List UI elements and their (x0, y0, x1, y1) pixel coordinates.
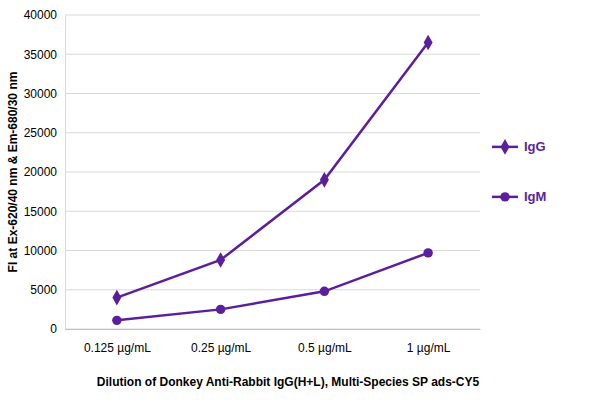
y-tick-label: 40000 (24, 8, 58, 22)
grid-line (65, 15, 480, 16)
legend-label: IgM (524, 189, 546, 204)
grid-line (65, 211, 480, 212)
legend-marker (501, 139, 510, 155)
x-tick: 0.25 µg/mL (191, 329, 252, 355)
grid-line (65, 329, 480, 330)
grid-line (65, 172, 480, 173)
x-axis: 0.125 µg/mL 0.25 µg/mL 0.5 µg/mL 1 µg/mL (66, 329, 481, 355)
series-marker (424, 35, 433, 51)
series-marker (320, 287, 329, 296)
series-marker (216, 305, 225, 314)
y-tick: 25000 (24, 126, 65, 140)
grid-line (65, 289, 480, 290)
legend-item: IgG (492, 139, 546, 155)
y-tick: 20000 (24, 165, 65, 179)
x-tick-label: 0.5 µg/mL (298, 341, 352, 355)
y-tick-label: 10000 (24, 244, 58, 258)
y-axis-title: FI at Ex-620/40 nm & Em-680/30 nm (6, 72, 20, 273)
y-tick-label: 0 (50, 322, 57, 336)
legend-label: IgG (524, 139, 546, 154)
y-tick-label: 30000 (24, 87, 58, 101)
y-tick: 5000 (30, 283, 65, 297)
x-tick: 1 µg/mL (407, 329, 451, 355)
legend-marker (500, 192, 509, 201)
x-axis-line (66, 329, 481, 330)
series-marker (216, 252, 225, 268)
series-line (117, 253, 428, 321)
y-axis: 0 5000 10000 15000 20000 25000 30000 35000 40000 (24, 8, 66, 336)
y-tick: 10000 (24, 244, 65, 258)
y-tick: 15000 (24, 205, 65, 219)
series-group (112, 35, 433, 325)
x-tick-label: 1 µg/mL (407, 341, 451, 355)
chart: 0 5000 10000 15000 20000 25000 30000 35000 40000… (0, 0, 600, 400)
x-tick: 0.125 µg/mL (84, 329, 151, 355)
x-tick: 0.5 µg/mL (298, 329, 352, 355)
grid-line (65, 250, 480, 251)
y-tick-label: 5000 (30, 283, 57, 297)
series-marker (320, 172, 329, 188)
series-marker (112, 290, 121, 306)
plot: 0 5000 10000 15000 20000 25000 30000 35000 40000… (24, 8, 481, 354)
grid-line (65, 93, 480, 94)
y-axis-line (65, 16, 66, 330)
legend: IgG IgM (492, 139, 546, 204)
y-tick-label: 35000 (24, 48, 58, 62)
y-tick-label: 20000 (24, 165, 58, 179)
grid (65, 15, 480, 329)
y-tick-label: 25000 (24, 126, 58, 140)
series-marker (112, 316, 121, 325)
series-line (117, 42, 428, 297)
legend-item: IgM (492, 189, 546, 204)
y-tick: 40000 (24, 8, 65, 22)
y-tick: 30000 (24, 87, 65, 101)
y-tick-label: 15000 (24, 205, 58, 219)
x-tick-label: 0.125 µg/mL (84, 341, 151, 355)
y-tick: 35000 (24, 48, 65, 62)
series-marker (423, 248, 432, 257)
x-axis-title: Dilution of Donkey Anti-Rabbit IgG(H+L),… (97, 375, 480, 389)
grid-line (65, 132, 480, 133)
y-tick: 0 (50, 322, 65, 336)
x-tick-label: 0.25 µg/mL (191, 341, 252, 355)
